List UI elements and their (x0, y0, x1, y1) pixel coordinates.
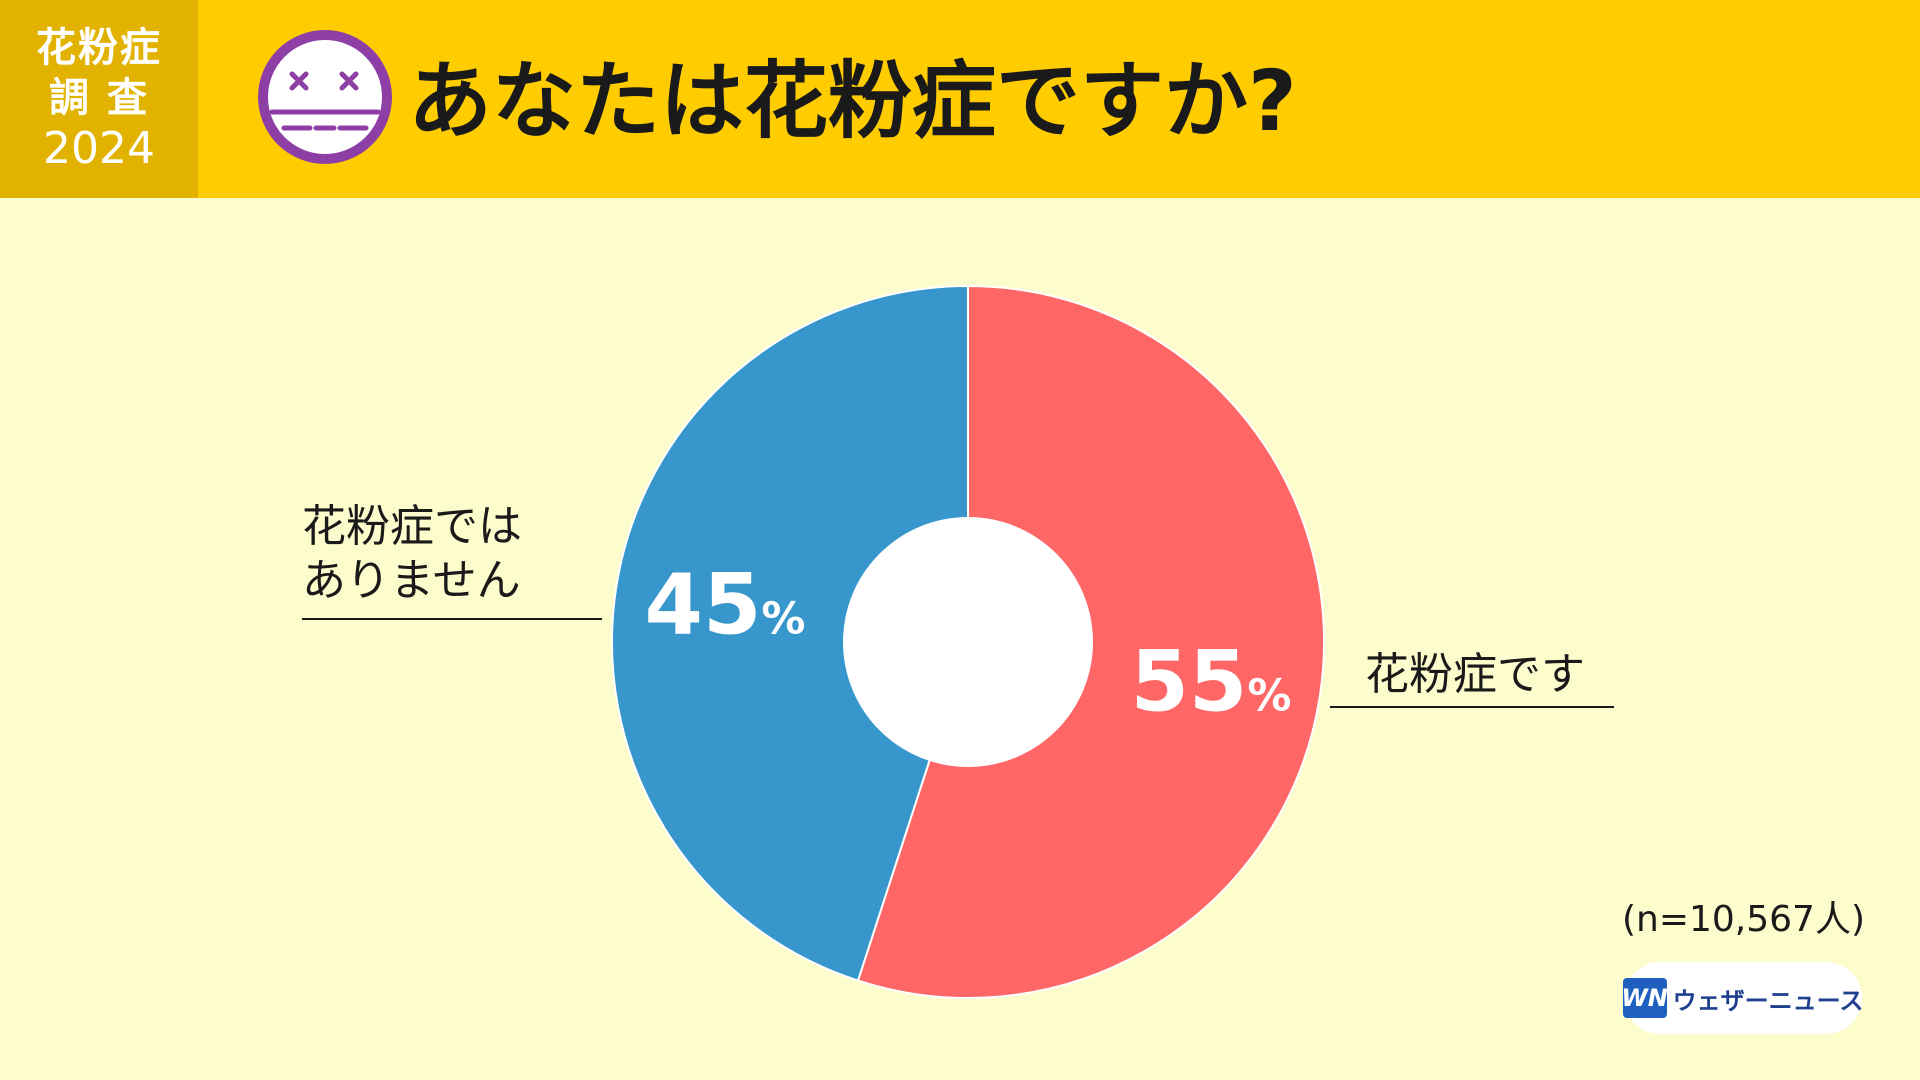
header-bar: 花粉症 調 査 2024 あなたは花粉症ですか? (0, 0, 1920, 198)
callout-no: 花粉症では ありません (302, 500, 522, 608)
value-label-yes: 55% (1130, 632, 1291, 730)
callout-no-line1: 花粉症では (302, 501, 522, 552)
weathernews-logo: WN ウェザーニュース (1621, 962, 1864, 1034)
donut-hole (843, 517, 1093, 767)
badge-year: 2024 (43, 123, 155, 174)
leader-line-yes (1330, 706, 1614, 708)
survey-badge: 花粉症 調 査 2024 (0, 0, 198, 198)
badge-topic: 花粉症 (36, 25, 162, 71)
callout-no-line2: ありません (302, 555, 521, 606)
page-title: あなたは花粉症ですか? (408, 52, 1297, 150)
slice-no (611, 284, 969, 982)
badge-survey: 調 査 (49, 75, 149, 121)
logo-mark: WN (1621, 978, 1668, 1018)
callout-yes: 花粉症です (1365, 649, 1585, 700)
dizzy-face-icon (258, 30, 392, 164)
sample-size-note: (n=10,567人) (1621, 899, 1865, 940)
leader-line-no (302, 618, 602, 620)
logo-text: ウェザーニュース (1672, 986, 1864, 1015)
value-label-no: 45% (645, 556, 806, 654)
